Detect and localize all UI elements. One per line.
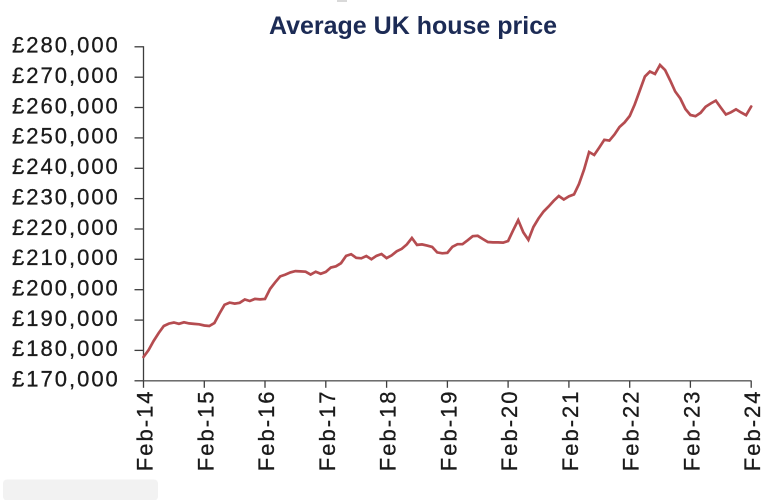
svg-text:Feb-22: Feb-22 bbox=[619, 390, 644, 472]
svg-text:£250,000: £250,000 bbox=[12, 124, 120, 149]
svg-text:Feb-23: Feb-23 bbox=[679, 390, 704, 472]
svg-text:Feb-17: Feb-17 bbox=[315, 390, 340, 472]
svg-text:£230,000: £230,000 bbox=[12, 184, 120, 209]
svg-text:Feb-18: Feb-18 bbox=[376, 390, 401, 472]
svg-text:Feb-21: Feb-21 bbox=[558, 390, 583, 472]
svg-text:Feb-24: Feb-24 bbox=[740, 390, 765, 472]
svg-text:£190,000: £190,000 bbox=[12, 306, 120, 331]
svg-text:Feb-15: Feb-15 bbox=[193, 390, 218, 472]
svg-text:Feb-14: Feb-14 bbox=[133, 390, 158, 472]
svg-text:£180,000: £180,000 bbox=[12, 336, 120, 361]
svg-text:£210,000: £210,000 bbox=[12, 245, 120, 270]
svg-text:£240,000: £240,000 bbox=[12, 154, 120, 179]
svg-text:£260,000: £260,000 bbox=[12, 93, 120, 118]
svg-text:£220,000: £220,000 bbox=[12, 215, 120, 240]
svg-text:£200,000: £200,000 bbox=[12, 276, 120, 301]
svg-text:Feb-20: Feb-20 bbox=[497, 390, 522, 472]
svg-text:Feb-16: Feb-16 bbox=[254, 390, 279, 472]
svg-text:£170,000: £170,000 bbox=[12, 367, 120, 392]
svg-text:Average UK house price: Average UK house price bbox=[269, 12, 557, 40]
svg-text:£270,000: £270,000 bbox=[12, 63, 120, 88]
svg-text:£280,000: £280,000 bbox=[12, 33, 120, 58]
svg-text:Feb-19: Feb-19 bbox=[436, 390, 461, 472]
